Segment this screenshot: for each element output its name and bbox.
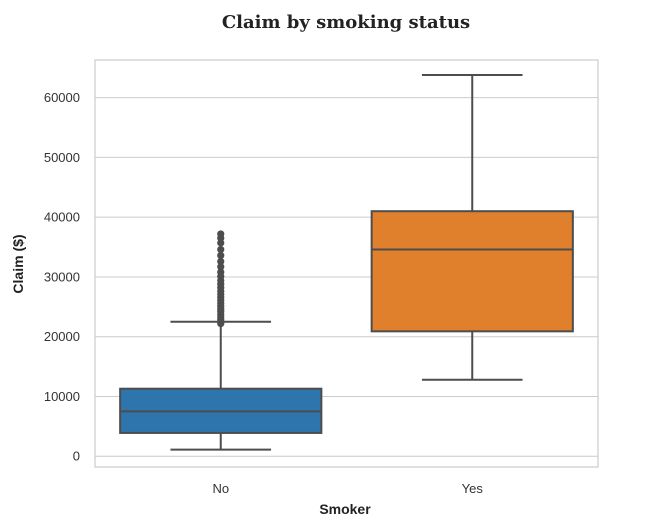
y-axis-label: Claim ($)	[10, 234, 26, 293]
y-tick-label: 40000	[44, 210, 80, 225]
outlier-point	[217, 246, 224, 253]
y-tick-label: 50000	[44, 150, 80, 165]
x-tick-label: Yes	[462, 481, 484, 496]
outlier-point	[217, 230, 224, 237]
y-tick-label: 30000	[44, 269, 80, 284]
box-group-yes	[372, 75, 573, 380]
chart-title: Claim by smoking status	[222, 12, 470, 33]
x-tick-label: No	[212, 481, 229, 496]
y-axis-ticks: 0 10000 20000 30000 40000 50000 60000	[44, 90, 80, 464]
y-tick-label: 10000	[44, 389, 80, 404]
box-group-no	[120, 230, 321, 449]
y-tick-label: 60000	[44, 90, 80, 105]
y-tick-label: 0	[73, 449, 80, 464]
x-axis-ticks: No Yes	[212, 481, 483, 496]
y-tick-label: 20000	[44, 329, 80, 344]
x-axis-label: Smoker	[319, 501, 371, 517]
iqr-box	[372, 211, 573, 331]
box-series	[120, 75, 573, 450]
